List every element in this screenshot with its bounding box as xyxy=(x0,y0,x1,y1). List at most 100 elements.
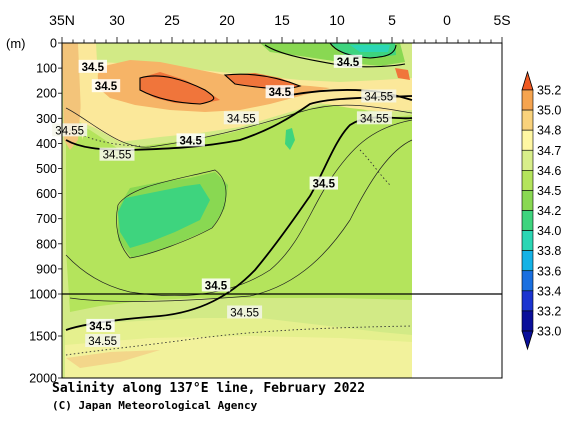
field-deep-lower-orange xyxy=(66,350,160,368)
x-tick-label: 10 xyxy=(329,12,345,28)
y-tick-label: 200 xyxy=(36,87,57,101)
field-upper-red-east2 xyxy=(395,68,410,80)
contour-label-bg xyxy=(85,334,121,348)
colorbar-segment xyxy=(521,230,534,251)
colorbar-label: 34.0 xyxy=(537,224,561,238)
y-tick-label: 500 xyxy=(36,162,57,176)
chart-credit: (C) Japan Meteorological Agency xyxy=(52,399,258,412)
contour-label: 34.55 xyxy=(230,307,259,319)
contour-label-bg xyxy=(86,318,115,332)
contour-label: 34.5 xyxy=(82,62,105,74)
contour-label-bg xyxy=(201,278,231,292)
field-intermediate-green xyxy=(66,104,412,312)
y-tick-label: 0 xyxy=(50,37,57,51)
colorbar-label: 34.7 xyxy=(537,144,561,158)
contour-label: 34.55 xyxy=(55,125,84,137)
contour-label-bg xyxy=(227,305,263,319)
field-upper-orange xyxy=(95,60,330,112)
colorbar-label: 34.2 xyxy=(537,204,561,218)
x-axis: 35N 30 25 20 15 10 5 0 5S xyxy=(49,12,511,43)
y-tick-label: 900 xyxy=(36,262,57,276)
x-tick-label: 20 xyxy=(219,12,235,28)
colorbar-label: 33.2 xyxy=(537,304,561,318)
contour-label-bg xyxy=(309,176,338,190)
y-tick-label: 300 xyxy=(36,112,57,126)
field-pocket-main-inner xyxy=(118,184,210,248)
colorbar-label: 33.0 xyxy=(537,325,561,339)
contour-label: 34.5 xyxy=(95,81,118,93)
field-north-orange xyxy=(62,43,82,150)
y-tick-label: 2000 xyxy=(29,372,57,386)
chart-title: Salinity along 137°E line, February 2022 xyxy=(52,381,365,396)
x-tick-label: 5 xyxy=(388,12,396,28)
contour-label: 34.5 xyxy=(269,87,292,99)
contour-label-bg xyxy=(333,54,363,68)
colorbar-segment xyxy=(521,89,534,111)
contour-label-bg xyxy=(356,111,392,125)
y-axis-unit-label: (m) xyxy=(6,36,26,51)
colorbar-label: 34.6 xyxy=(537,164,561,178)
colorbar-label: 35.0 xyxy=(537,104,561,118)
contour-labels: 34.5 34.5 34.5 34.5 34.5 34.5 34.5 34.5 34.55 34.… xyxy=(52,54,397,348)
colorbar: 35.2 35.0 34.8 34.7 34.6 34.5 34.2 34.0 33.8 33.6… xyxy=(521,70,561,351)
contour-label-bg xyxy=(265,85,294,99)
colorbar-segment xyxy=(521,270,534,292)
colorbar-label: 34.5 xyxy=(537,184,561,198)
colorbar-label: 35.2 xyxy=(537,84,561,98)
colorbar-segment xyxy=(521,290,534,312)
contour-label: 34.5 xyxy=(89,321,112,333)
x-tick-label: 5S xyxy=(493,12,510,28)
y-tick-label: 800 xyxy=(36,237,57,251)
colorbar-label: 33.6 xyxy=(537,264,561,278)
colorbar-label: 33.8 xyxy=(537,244,561,258)
x-tick-label: 30 xyxy=(109,12,125,28)
contour-label: 34.55 xyxy=(88,336,117,348)
colorbar-segment xyxy=(521,129,534,151)
colorbar-label: 33.4 xyxy=(537,284,561,298)
contour-label-bg xyxy=(223,111,259,125)
contour-label: 34.55 xyxy=(227,113,256,125)
contour-34-55 xyxy=(65,127,413,356)
colorbar-segment xyxy=(521,210,534,231)
colorbar-segment xyxy=(521,109,534,131)
contour-label: 34.5 xyxy=(337,57,360,69)
colorbar-segment xyxy=(521,250,534,272)
contour-label: 34.55 xyxy=(364,91,393,103)
contour-label: 34.55 xyxy=(360,113,389,125)
field-surface-teal xyxy=(350,45,390,52)
contour-label-bg xyxy=(99,147,135,161)
no-data-region xyxy=(412,43,502,378)
field-pocket-east xyxy=(285,128,295,150)
contour-label: 34.5 xyxy=(313,179,336,191)
y-tick-label: 100 xyxy=(36,62,57,76)
contour-label: 34.5 xyxy=(205,280,228,292)
colorbar-top-arrow xyxy=(521,70,534,91)
contour-label: 34.55 xyxy=(103,150,132,162)
x-tick-label: 0 xyxy=(443,12,451,28)
colorbar-segment xyxy=(521,170,534,191)
y-tick-label: 1500 xyxy=(29,330,57,344)
field-upper-red xyxy=(140,72,220,104)
y-tick-label: 1000 xyxy=(29,288,57,302)
colorbar-label: 34.8 xyxy=(537,124,561,138)
contour-label: 34.5 xyxy=(180,135,203,147)
colorbar-segment xyxy=(521,149,534,171)
contour-label-bg xyxy=(176,133,205,147)
y-axis: 0 100 200 300 400 500 600 700 800 900 1000 1500 2000 xyxy=(29,37,62,386)
field-deep-higher xyxy=(65,336,412,378)
contour-label-bg xyxy=(361,89,397,103)
y-tick-label: 400 xyxy=(36,137,57,151)
x-tick-label: 15 xyxy=(274,12,290,28)
y-tick-label: 600 xyxy=(36,187,57,201)
y-tick-label: 700 xyxy=(36,212,57,226)
contour-lines xyxy=(65,104,413,302)
contour-label-bg xyxy=(91,79,121,93)
colorbar-segment xyxy=(521,310,534,332)
contour-label-bg xyxy=(52,123,88,137)
x-tick-label: 25 xyxy=(164,12,180,28)
colorbar-segment xyxy=(521,190,534,211)
colorbar-bottom-arrow xyxy=(521,330,534,351)
contour-label-bg xyxy=(78,59,107,73)
x-tick-label: 35N xyxy=(49,12,75,28)
